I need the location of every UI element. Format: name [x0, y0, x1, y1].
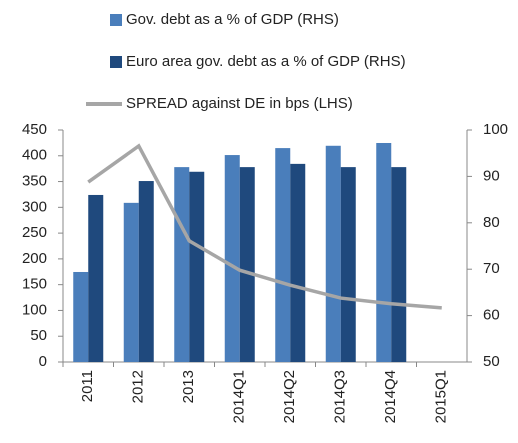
legend-label: SPREAD against DE in bps (LHS): [126, 95, 353, 112]
bar: [224, 155, 240, 362]
bar: [290, 163, 306, 362]
x-tick-label: 2015Q1: [433, 370, 450, 423]
y2-tick-label: 90: [483, 167, 500, 184]
x-tick-label: 2014Q4: [382, 370, 399, 423]
x-tick-label: 2012: [130, 370, 147, 403]
y2-tick-label: 70: [483, 260, 500, 277]
bar: [189, 171, 205, 362]
y2-tick-label: 60: [483, 307, 500, 324]
y-tick-label: 150: [22, 276, 47, 293]
legend-swatch: [110, 14, 122, 26]
legend-swatch: [110, 56, 122, 68]
y-tick-label: 450: [22, 121, 47, 138]
bar: [123, 202, 139, 362]
legend-label: Euro area gov. debt as a % of GDP (RHS): [126, 53, 406, 70]
x-tick-label: 2014Q3: [332, 370, 349, 423]
bar: [275, 148, 291, 362]
x-tick-label: 2011: [79, 370, 96, 402]
bar: [239, 167, 255, 362]
bar: [391, 167, 407, 362]
y-tick-label: 250: [22, 224, 47, 241]
y-tick-label: 100: [22, 301, 47, 318]
line: [87, 143, 442, 310]
y-tick-label: 400: [22, 147, 47, 164]
bar: [376, 142, 392, 362]
bar: [174, 167, 190, 362]
y-tick-label: 0: [39, 353, 47, 370]
legend-label: Gov. debt as a % of GDP (RHS): [126, 11, 339, 28]
y2-tick-label: 100: [483, 121, 508, 138]
bar: [340, 167, 356, 362]
bar: [88, 194, 104, 362]
x-tick-label: 2014Q2: [281, 370, 298, 423]
x-tick-label: 2013: [180, 370, 197, 403]
y2-tick-label: 80: [483, 214, 500, 231]
bar: [138, 181, 154, 362]
y-tick-label: 200: [22, 250, 47, 267]
bar: [73, 271, 89, 362]
y-tick-label: 50: [30, 327, 47, 344]
y2-tick-label: 50: [483, 353, 500, 370]
bar: [325, 145, 341, 362]
x-tick-label: 2014Q1: [231, 370, 248, 423]
y-tick-label: 300: [22, 198, 47, 215]
y-tick-label: 350: [22, 173, 47, 190]
